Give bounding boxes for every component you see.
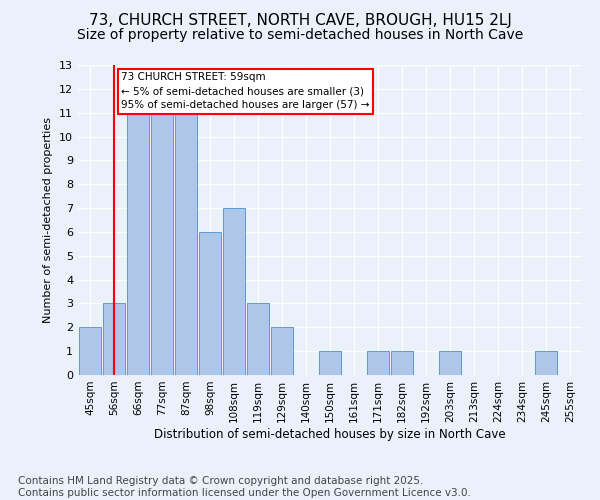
- Bar: [103, 304, 125, 375]
- Bar: [79, 328, 101, 375]
- Bar: [319, 351, 341, 375]
- Bar: [151, 112, 173, 375]
- Text: 73 CHURCH STREET: 59sqm
← 5% of semi-detached houses are smaller (3)
95% of semi: 73 CHURCH STREET: 59sqm ← 5% of semi-det…: [121, 72, 370, 110]
- Text: Contains HM Land Registry data © Crown copyright and database right 2025.
Contai: Contains HM Land Registry data © Crown c…: [18, 476, 471, 498]
- Bar: [535, 351, 557, 375]
- Bar: [199, 232, 221, 375]
- Bar: [439, 351, 461, 375]
- Bar: [127, 112, 149, 375]
- Bar: [367, 351, 389, 375]
- Text: 73, CHURCH STREET, NORTH CAVE, BROUGH, HU15 2LJ: 73, CHURCH STREET, NORTH CAVE, BROUGH, H…: [89, 12, 511, 28]
- Bar: [247, 304, 269, 375]
- Bar: [223, 208, 245, 375]
- Text: Size of property relative to semi-detached houses in North Cave: Size of property relative to semi-detach…: [77, 28, 523, 42]
- Bar: [391, 351, 413, 375]
- X-axis label: Distribution of semi-detached houses by size in North Cave: Distribution of semi-detached houses by …: [154, 428, 506, 440]
- Y-axis label: Number of semi-detached properties: Number of semi-detached properties: [43, 117, 53, 323]
- Bar: [175, 112, 197, 375]
- Bar: [271, 328, 293, 375]
